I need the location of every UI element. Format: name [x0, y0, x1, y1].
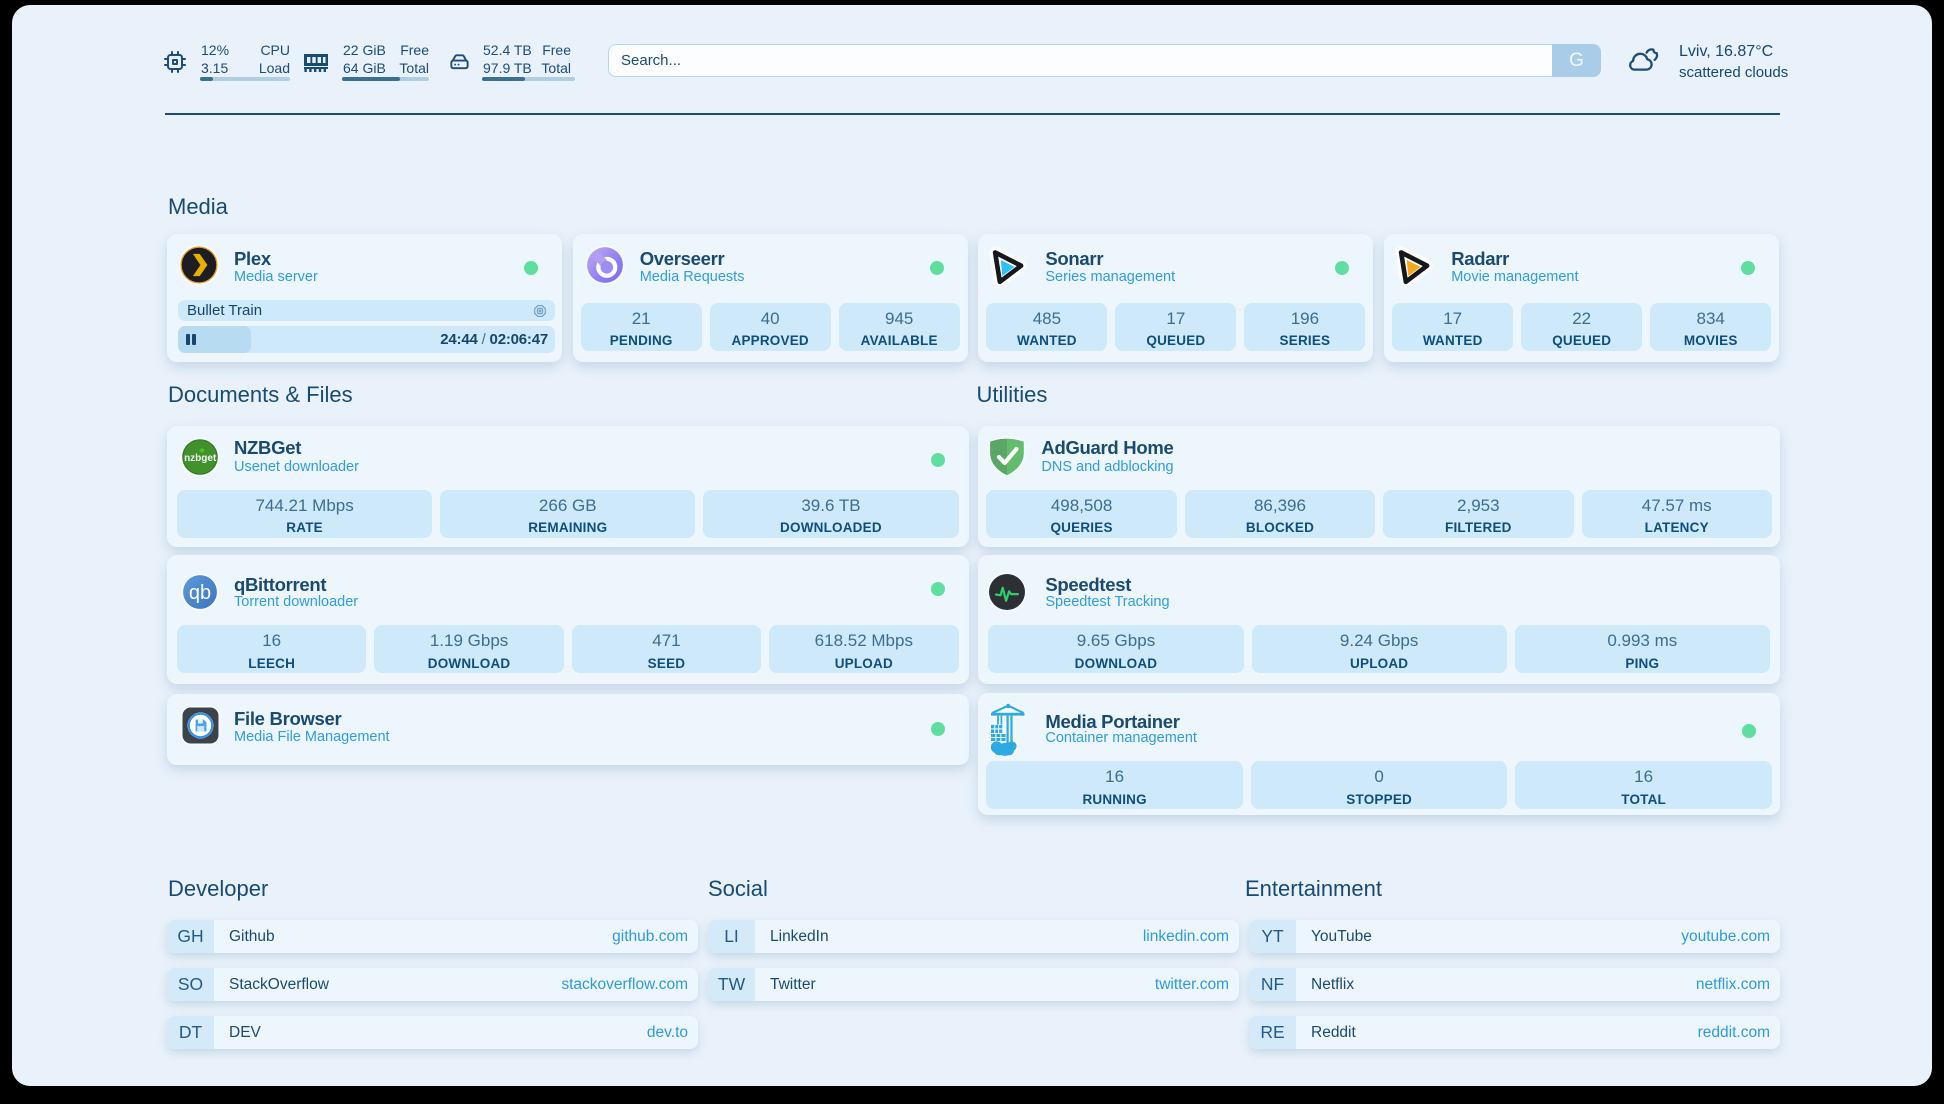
svg-text:qb: qb: [188, 582, 210, 604]
svg-text:nzbget: nzbget: [184, 453, 217, 464]
